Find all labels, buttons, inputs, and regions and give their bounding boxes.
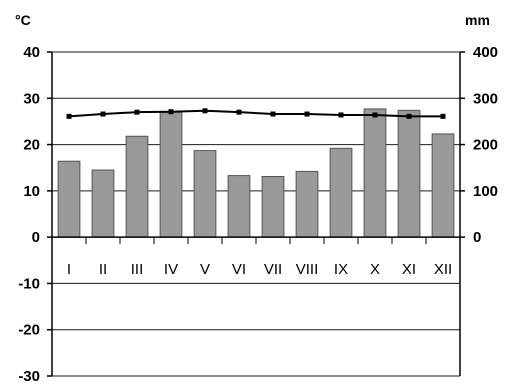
bar (227, 175, 251, 238)
left-tick-label: -30 (18, 368, 40, 385)
temperature-point (202, 108, 208, 114)
temperature-point (100, 111, 106, 117)
left-axis-unit: °C (15, 12, 31, 28)
category-label: XI (402, 261, 416, 278)
temperature-point (270, 111, 276, 117)
temperature-point (338, 112, 344, 118)
left-tick-label: 10 (23, 183, 40, 200)
category-label: III (131, 261, 144, 278)
bar (295, 170, 319, 238)
category-label: I (67, 261, 71, 278)
temperature-point (236, 109, 242, 115)
temperature-point (406, 113, 412, 119)
bar (91, 169, 115, 238)
bar (57, 160, 81, 238)
category-label: IX (334, 261, 348, 278)
category-label: VI (232, 261, 246, 278)
category-label: V (200, 261, 210, 278)
temperature-point (66, 113, 72, 119)
bar (193, 150, 217, 238)
left-tick-label: 20 (23, 137, 40, 154)
gridlines (52, 51, 460, 377)
right-tick-label: 300 (473, 90, 498, 107)
category-label: VII (264, 261, 282, 278)
right-tick-label: 400 (473, 44, 498, 61)
left-tick-label: -20 (18, 322, 40, 339)
category-label: X (370, 261, 380, 278)
left-tick-label: 30 (23, 90, 40, 107)
category-label: II (99, 261, 107, 278)
left-tick-label: 40 (23, 44, 40, 61)
temperature-line (66, 108, 446, 119)
bar (363, 108, 387, 238)
bar (329, 147, 353, 238)
category-label: IV (164, 261, 178, 278)
left-tick-label: -10 (18, 275, 40, 292)
bar (159, 111, 183, 238)
right-tick-label: 100 (473, 183, 498, 200)
bar (261, 176, 285, 238)
temperature-line-path (68, 109, 443, 118)
temperature-point (168, 109, 174, 115)
left-tick-label: 0 (32, 229, 40, 246)
category-label: XII (434, 261, 452, 278)
bar (397, 109, 421, 238)
right-tick-label: 200 (473, 137, 498, 154)
right-axis-unit: mm (465, 12, 490, 28)
bar (431, 133, 455, 238)
temperature-point (134, 109, 140, 115)
right-tick-label: 0 (473, 229, 481, 246)
axes (47, 51, 465, 377)
category-label: VIII (296, 261, 319, 278)
temperature-point (372, 112, 378, 118)
precipitation-bars (57, 108, 455, 238)
bar (125, 135, 149, 238)
temperature-point (304, 111, 310, 117)
temperature-point (440, 113, 446, 119)
